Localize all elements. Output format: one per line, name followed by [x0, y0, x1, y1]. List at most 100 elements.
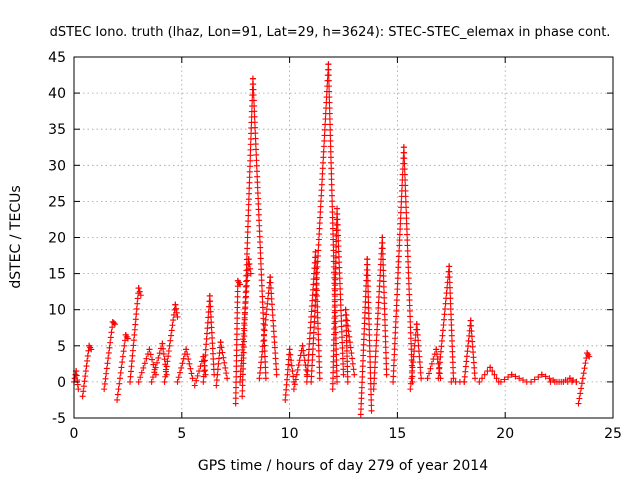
data-point — [262, 375, 269, 382]
data-point — [209, 345, 216, 352]
data-point — [408, 369, 415, 376]
data-point — [286, 346, 293, 353]
data-point — [332, 287, 339, 294]
data-point — [105, 349, 112, 356]
data-point — [283, 381, 290, 388]
data-point — [373, 331, 380, 338]
data-point — [257, 249, 264, 256]
data-point — [118, 364, 125, 371]
data-point — [447, 311, 454, 318]
data-point — [128, 368, 135, 375]
data-point — [88, 346, 95, 353]
data-point — [338, 318, 345, 325]
data-point — [262, 316, 269, 323]
data-point — [436, 364, 443, 371]
data-point — [366, 326, 373, 333]
data-point — [183, 346, 190, 353]
x-tick-label: 20 — [496, 426, 514, 442]
data-point — [207, 303, 214, 310]
data-point — [334, 227, 341, 234]
data-point — [234, 304, 241, 311]
data-point — [329, 203, 336, 210]
data-point — [580, 370, 587, 377]
data-point — [329, 225, 336, 232]
data-point — [330, 364, 337, 371]
data-point — [315, 236, 322, 243]
data-point — [372, 353, 379, 360]
y-tick-label: 35 — [48, 122, 66, 138]
data-series — [71, 61, 593, 418]
data-point — [314, 320, 321, 327]
data-point — [288, 357, 295, 364]
data-point — [209, 340, 216, 347]
data-point — [273, 366, 280, 373]
data-point — [450, 369, 457, 376]
data-point — [333, 356, 340, 363]
data-point — [392, 318, 399, 325]
data-point — [314, 258, 321, 265]
data-point — [360, 341, 367, 348]
data-point — [392, 329, 399, 336]
data-point — [316, 364, 323, 371]
data-point — [151, 369, 158, 376]
data-point — [359, 357, 366, 364]
data-point — [149, 374, 156, 381]
data-point — [325, 77, 332, 84]
data-point — [202, 352, 209, 359]
data-point — [359, 373, 366, 380]
data-point — [343, 332, 350, 339]
data-point — [269, 306, 276, 313]
data-point — [310, 329, 317, 336]
data-point — [257, 239, 264, 246]
data-point — [260, 338, 267, 345]
data-point — [449, 343, 456, 350]
data-point — [240, 360, 247, 367]
data-point — [364, 283, 371, 290]
data-point — [447, 295, 454, 302]
data-point — [259, 288, 266, 295]
data-point — [251, 102, 258, 109]
data-point — [261, 327, 268, 334]
data-point — [328, 165, 335, 172]
data-point — [343, 347, 350, 354]
x-tick-label: 25 — [604, 426, 622, 442]
data-point — [327, 126, 334, 133]
data-point — [393, 297, 400, 304]
data-point — [258, 266, 265, 273]
data-point — [394, 280, 401, 287]
data-point — [284, 366, 291, 373]
y-tick-label: 40 — [48, 86, 66, 102]
data-point — [489, 368, 496, 375]
data-point — [392, 335, 399, 342]
data-point — [196, 368, 203, 375]
data-point — [82, 368, 89, 375]
data-point — [365, 288, 372, 295]
data-point — [374, 326, 381, 333]
data-point — [271, 344, 278, 351]
data-point — [428, 360, 435, 367]
data-point — [361, 309, 368, 316]
data-point — [446, 263, 453, 270]
data-point — [463, 353, 470, 360]
data-point — [255, 211, 262, 218]
data-point — [267, 274, 274, 281]
data-point — [406, 297, 413, 304]
data-point — [247, 265, 254, 272]
data-point — [493, 375, 500, 382]
data-point — [316, 358, 323, 365]
data-point — [393, 302, 400, 309]
data-point — [154, 359, 161, 366]
data-point — [204, 319, 211, 326]
data-point — [309, 351, 316, 358]
data-point — [390, 378, 397, 385]
data-point — [358, 395, 365, 402]
data-point — [338, 328, 345, 335]
data-point — [332, 271, 339, 278]
data-point — [332, 265, 339, 272]
data-point — [75, 386, 82, 393]
data-point — [329, 380, 336, 387]
data-point — [331, 315, 338, 322]
data-point — [256, 228, 263, 235]
data-point — [243, 272, 250, 279]
data-point — [344, 373, 351, 380]
